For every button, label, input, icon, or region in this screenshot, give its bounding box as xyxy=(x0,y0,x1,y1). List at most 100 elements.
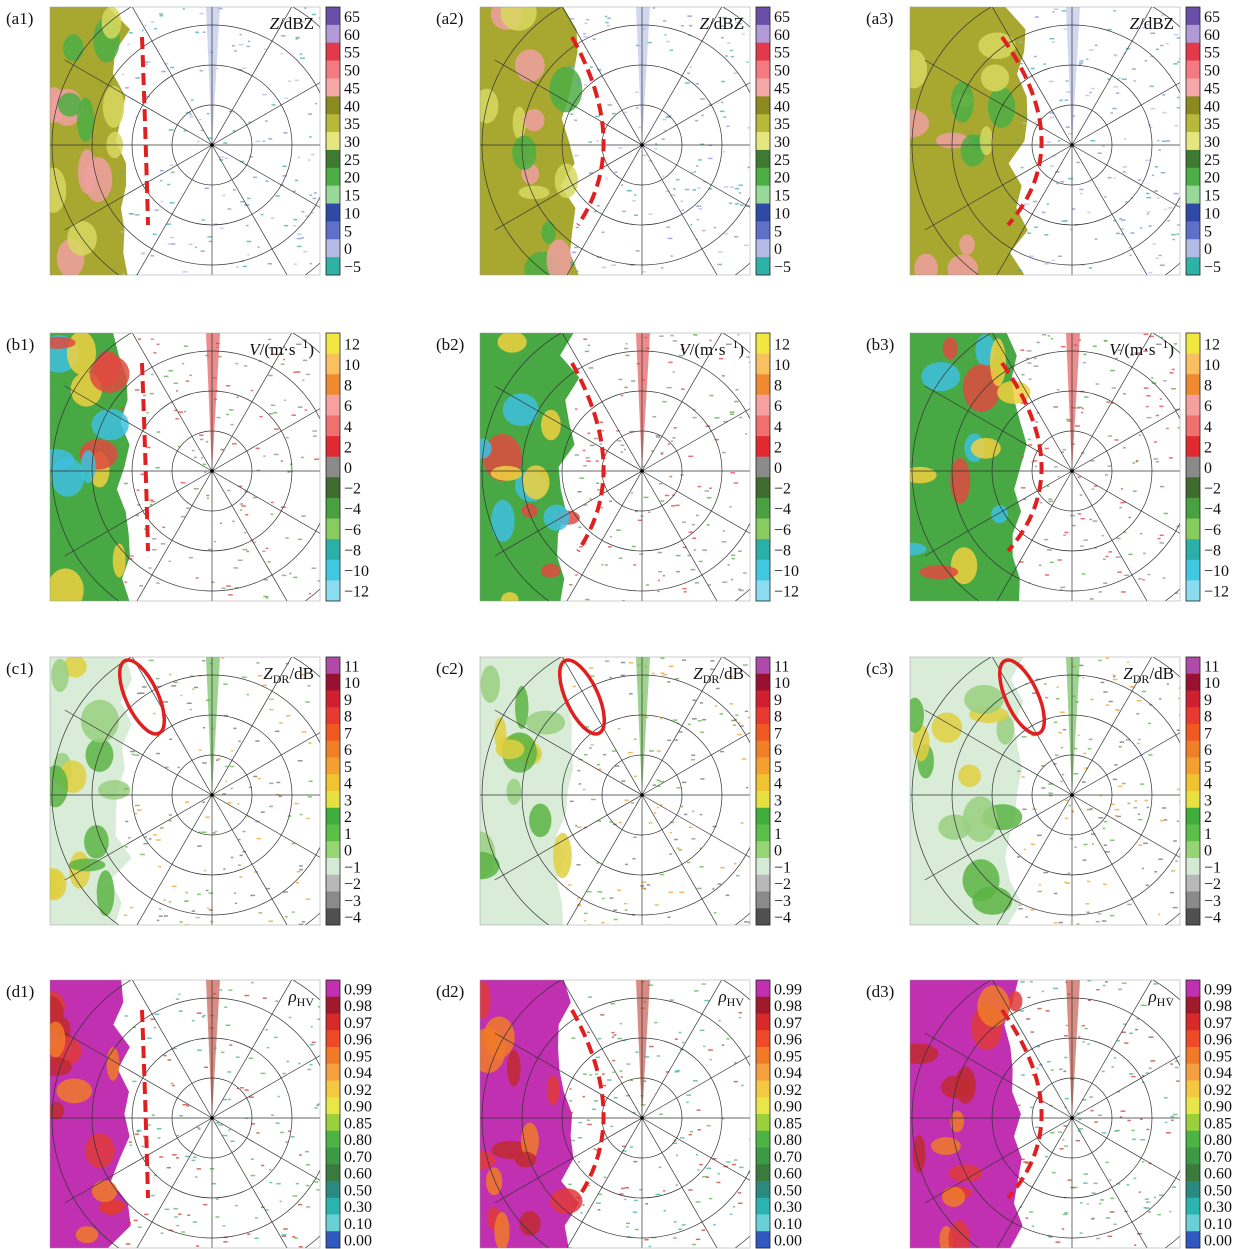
colorbar-swatch xyxy=(756,78,770,96)
speckle xyxy=(1105,981,1108,983)
speckle xyxy=(673,371,675,373)
speckle xyxy=(1049,81,1054,83)
speckle xyxy=(308,796,312,798)
blob xyxy=(507,1050,521,1087)
speckle xyxy=(312,567,316,569)
speckle xyxy=(144,25,146,27)
speckle xyxy=(663,1190,665,1192)
speckle xyxy=(697,187,700,189)
speckle xyxy=(745,711,748,713)
colorbar-label: 0.97 xyxy=(344,1015,372,1032)
colorbar-label: 10 xyxy=(1204,675,1220,692)
speckle xyxy=(173,682,178,684)
speckle xyxy=(243,67,247,69)
speckle xyxy=(1093,520,1098,522)
speckle xyxy=(228,1129,230,1131)
colorbar-swatch xyxy=(326,1164,340,1181)
speckle xyxy=(229,1044,232,1046)
speckle xyxy=(1027,350,1032,352)
colorbar-label: 0.96 xyxy=(774,1032,802,1049)
radar-site xyxy=(1070,469,1074,473)
speckle xyxy=(1114,809,1119,811)
speckle xyxy=(1090,699,1093,701)
speckle xyxy=(688,1189,692,1191)
speckle xyxy=(709,395,713,397)
speckle xyxy=(654,148,658,150)
speckle xyxy=(1138,819,1142,821)
speckle xyxy=(248,41,250,43)
speckle xyxy=(1117,571,1122,573)
speckle xyxy=(187,703,192,705)
speckle xyxy=(253,177,257,179)
speckle xyxy=(1055,1241,1060,1243)
speckle xyxy=(292,414,296,416)
speckle xyxy=(734,236,738,238)
speckle xyxy=(684,814,687,816)
speckle xyxy=(1030,909,1034,911)
speckle xyxy=(663,674,668,676)
colorbar-label: −4 xyxy=(1204,501,1221,518)
title-part: HV xyxy=(297,995,315,1009)
speckle xyxy=(1109,701,1113,703)
speckle xyxy=(652,416,656,418)
speckle xyxy=(600,443,603,445)
speckle xyxy=(1162,94,1165,96)
colorbar-label: 0.95 xyxy=(774,1048,802,1065)
speckle xyxy=(219,156,223,158)
speckle xyxy=(583,1074,587,1076)
speckle xyxy=(720,111,725,113)
speckle xyxy=(269,783,273,785)
speckle xyxy=(1060,587,1065,589)
blob xyxy=(47,568,84,612)
speckle xyxy=(1120,741,1125,743)
speckle xyxy=(574,119,577,121)
speckle xyxy=(1054,8,1059,10)
colorbar-label: 55 xyxy=(344,45,360,62)
speckle xyxy=(1078,476,1081,478)
colorbar-swatch xyxy=(1186,457,1200,478)
speckle xyxy=(570,801,574,803)
speckle xyxy=(593,38,596,40)
speckle xyxy=(1035,16,1039,18)
speckle xyxy=(147,1038,151,1040)
speckle xyxy=(1140,1119,1143,1121)
colorbar-swatch xyxy=(1186,132,1200,150)
speckle xyxy=(1162,112,1166,114)
speckle xyxy=(1108,1236,1113,1238)
speckle xyxy=(1060,781,1062,783)
speckle xyxy=(1022,122,1026,124)
speckle xyxy=(293,371,297,373)
speckle xyxy=(197,1012,202,1014)
speckle xyxy=(1074,773,1079,775)
speckle xyxy=(286,1061,289,1063)
colorbar-label: 10 xyxy=(344,205,360,222)
speckle xyxy=(1103,985,1106,987)
speckle xyxy=(269,806,273,808)
colorbar-label: 65 xyxy=(1204,9,1220,26)
speckle xyxy=(1079,665,1083,667)
speckle xyxy=(620,1023,622,1025)
blob xyxy=(501,592,519,608)
speckle xyxy=(125,846,128,848)
speckle xyxy=(217,758,221,760)
colorbar-label: 8 xyxy=(774,709,782,726)
colorbar-swatch xyxy=(326,774,340,791)
speckle xyxy=(735,203,739,205)
colorbar-swatch xyxy=(756,415,770,436)
speckle xyxy=(1059,100,1063,102)
speckle xyxy=(590,66,593,68)
speckle xyxy=(1057,476,1059,478)
speckle xyxy=(1154,441,1157,443)
speckle xyxy=(646,584,649,586)
speckle xyxy=(1079,1128,1083,1130)
speckle xyxy=(1160,264,1165,266)
speckle xyxy=(1083,844,1087,846)
speckle xyxy=(1126,1184,1129,1186)
blob xyxy=(899,1043,939,1063)
speckle xyxy=(1068,1179,1072,1181)
speckle xyxy=(1145,800,1148,802)
speckle xyxy=(744,921,748,923)
speckle xyxy=(731,56,734,58)
speckle xyxy=(221,1052,225,1054)
colorbar-swatch xyxy=(756,132,770,150)
